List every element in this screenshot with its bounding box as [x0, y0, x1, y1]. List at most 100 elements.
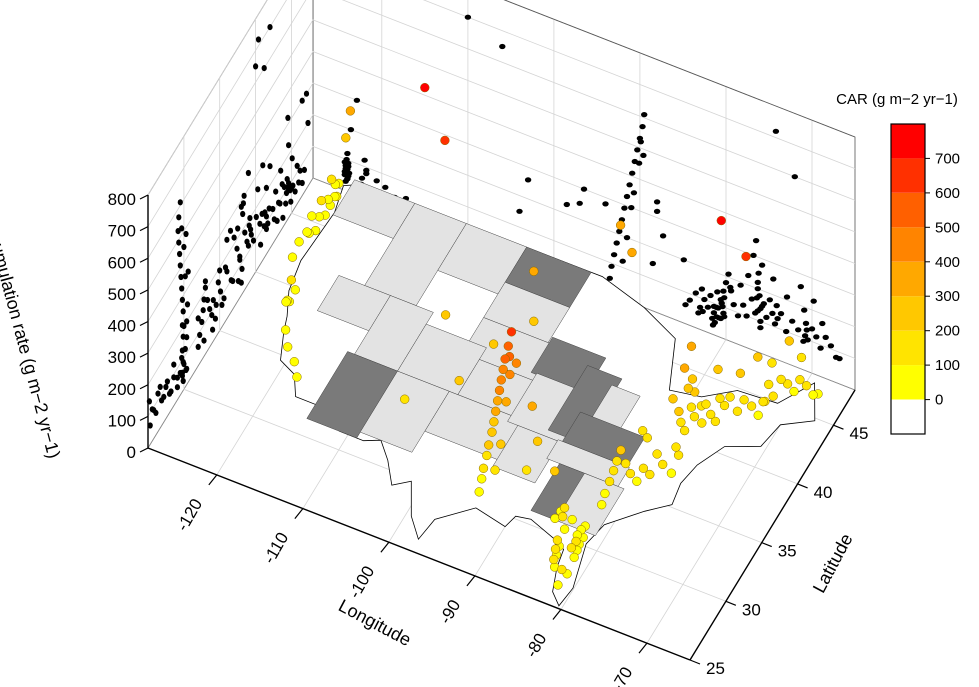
- gridline-z: [147, 0, 856, 259]
- projection-point-lat: [204, 296, 211, 304]
- projection-point-lon: [750, 252, 757, 258]
- site-sphere: [527, 401, 537, 411]
- z-tick-label: 500: [108, 285, 136, 304]
- site-sphere: [557, 564, 567, 575]
- projection-point-lat: [184, 301, 191, 308]
- site-sphere: [491, 406, 501, 416]
- projection-point-lon: [653, 199, 661, 205]
- projection-point-lat: [219, 301, 225, 308]
- site-sphere: [294, 237, 304, 247]
- site-sphere: [645, 469, 655, 480]
- y-tick: [725, 600, 737, 606]
- site-sphere: [501, 397, 511, 407]
- projection-point-lat: [177, 369, 183, 377]
- projection-point-lat: [176, 239, 182, 246]
- colorbar: 0 100 200 300 400 500 600 700: [890, 123, 960, 435]
- projection-point-lat: [199, 318, 205, 326]
- site-sphere: [627, 247, 637, 258]
- projection-point-lat: [195, 343, 201, 350]
- x-axis-line: [147, 447, 691, 661]
- projection-point-lon: [686, 297, 693, 303]
- colorbar-tick-label: 300: [935, 288, 960, 305]
- projection-point-lon: [602, 201, 609, 207]
- z-tick-label: 0: [127, 443, 136, 462]
- site-sphere: [287, 252, 298, 262]
- z-tick: [139, 257, 149, 263]
- y-tick-label: 30: [742, 600, 761, 619]
- gridline-z: [147, 51, 856, 322]
- projection-point-lon: [734, 313, 742, 319]
- projection-point-lon: [715, 305, 722, 311]
- projection-point-lon: [358, 175, 366, 181]
- projection-point-lon: [756, 293, 763, 299]
- x-tick-label: -90: [436, 596, 465, 627]
- site-sphere: [281, 297, 291, 307]
- projection-point-lat: [250, 237, 257, 244]
- projection-point-lat: [267, 24, 273, 31]
- colorbar-tick-label: 700: [935, 150, 960, 167]
- projection-point-lon: [373, 178, 380, 184]
- projection-point-lon: [836, 356, 843, 362]
- z-tick-label: 700: [108, 222, 136, 241]
- projection-point-lat: [231, 234, 237, 241]
- projection-point-lat: [164, 378, 170, 385]
- projection-point-lat: [184, 318, 190, 325]
- projection-point-lat: [184, 334, 190, 341]
- projection-point-lon: [696, 304, 704, 310]
- projection-point-lat: [166, 390, 173, 397]
- y-axis-line: [689, 389, 856, 661]
- projection-point-lon: [725, 271, 732, 277]
- site-sphere: [489, 417, 499, 427]
- site-sphere: [784, 336, 794, 346]
- site-sphere: [286, 275, 297, 285]
- projection-point-lon: [801, 307, 808, 313]
- site-sphere: [608, 466, 619, 476]
- site-sphere: [710, 416, 721, 427]
- projection-point-lat: [182, 345, 188, 353]
- site-sphere: [795, 375, 805, 385]
- site-sphere: [679, 363, 690, 373]
- site-sphere: [597, 500, 607, 510]
- projection-point-lat: [213, 301, 219, 308]
- projection-point-lat: [185, 268, 191, 275]
- projection-point-lat: [177, 250, 183, 258]
- colorbar-tick-label: 500: [935, 219, 960, 236]
- site-sphere: [668, 394, 678, 404]
- projection-point-lon: [680, 257, 687, 263]
- projection-point-lon: [745, 272, 752, 279]
- site-sphere: [553, 580, 563, 590]
- projection-point-lat: [174, 384, 180, 391]
- site-sphere: [492, 396, 503, 406]
- projection-point-lat: [215, 279, 221, 286]
- projection-point-lat: [201, 337, 207, 344]
- site-sphere: [725, 392, 735, 402]
- projection-point-lon: [639, 124, 646, 130]
- projection-point-lat: [224, 236, 230, 243]
- site-sphere: [558, 512, 568, 522]
- site-sphere: [621, 458, 631, 469]
- projection-point-lat: [174, 374, 180, 381]
- site-sphere: [566, 543, 577, 553]
- colorbar-swatch: [891, 192, 925, 228]
- site-sphere: [550, 466, 560, 476]
- site-sphere: [559, 503, 570, 513]
- projection-point-lon: [748, 296, 755, 302]
- projection-point-lat: [258, 241, 264, 248]
- projection-point-lat: [257, 220, 263, 227]
- site-sphere: [715, 393, 725, 404]
- site-sphere: [764, 379, 774, 390]
- projection-point-lon: [783, 294, 791, 300]
- site-sphere: [569, 552, 579, 563]
- z-tick: [139, 289, 149, 295]
- projection-point-lat: [296, 179, 302, 186]
- site-sphere: [511, 358, 522, 368]
- projection-point-lat: [179, 354, 185, 362]
- projection-point-lat: [234, 245, 240, 252]
- site-sphere: [484, 440, 494, 450]
- projection-point-lat: [179, 296, 185, 303]
- site-sphere: [687, 374, 698, 384]
- x-tick: [208, 474, 218, 486]
- site-sphere: [292, 372, 302, 382]
- projection-point-lat: [292, 188, 298, 195]
- projection-point-lat: [209, 312, 215, 319]
